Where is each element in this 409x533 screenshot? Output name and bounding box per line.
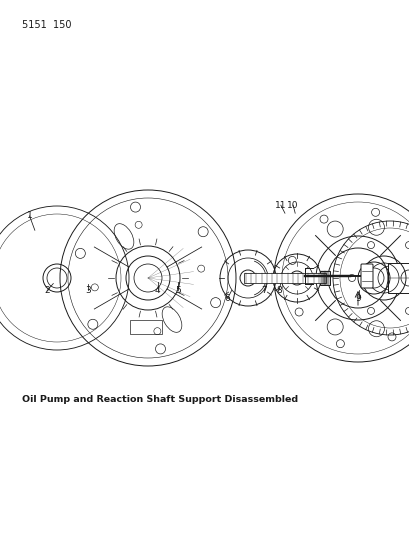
FancyBboxPatch shape	[243, 273, 325, 283]
Text: 5151  150: 5151 150	[22, 20, 71, 30]
Text: 7: 7	[261, 286, 267, 295]
Text: 4: 4	[155, 286, 160, 295]
Text: 11: 11	[274, 201, 286, 209]
FancyBboxPatch shape	[387, 263, 409, 293]
Text: 2: 2	[44, 286, 50, 295]
Text: 1: 1	[27, 212, 32, 220]
Text: 5: 5	[175, 286, 181, 295]
FancyBboxPatch shape	[319, 271, 329, 285]
Text: 3: 3	[85, 286, 91, 295]
Text: Oil Pump and Reaction Shaft Support Disassembled: Oil Pump and Reaction Shaft Support Disa…	[22, 395, 297, 404]
Text: 8: 8	[275, 286, 281, 295]
Text: 9: 9	[355, 294, 361, 303]
Text: 6: 6	[224, 294, 230, 303]
FancyBboxPatch shape	[360, 264, 372, 288]
Text: 10: 10	[287, 201, 298, 209]
